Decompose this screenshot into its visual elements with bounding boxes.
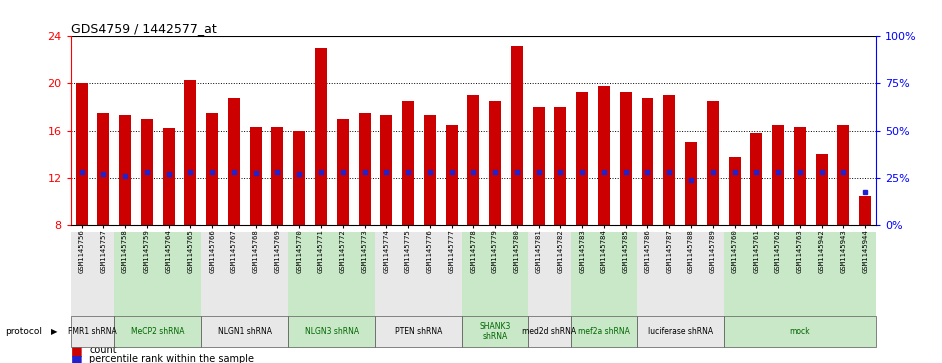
Text: ■: ■ — [71, 353, 82, 363]
Bar — [271, 127, 284, 225]
Bar — [446, 125, 458, 225]
Text: ▶: ▶ — [52, 327, 57, 336]
Text: GDS4759 / 1442577_at: GDS4759 / 1442577_at — [71, 22, 217, 35]
Bar — [728, 157, 740, 225]
Bar — [532, 107, 544, 225]
Bar — [315, 48, 327, 225]
Bar — [620, 92, 632, 225]
Text: NLGN3 shRNA: NLGN3 shRNA — [305, 327, 359, 336]
Text: mef2a shRNA: mef2a shRNA — [578, 327, 630, 336]
Text: FMR1 shRNA: FMR1 shRNA — [68, 327, 117, 336]
Text: PTEN shRNA: PTEN shRNA — [396, 327, 443, 336]
Bar — [772, 125, 784, 225]
Bar — [119, 115, 131, 225]
Text: med2d shRNA: med2d shRNA — [523, 327, 577, 336]
Bar — [381, 115, 392, 225]
Bar — [663, 95, 675, 225]
Bar — [489, 101, 501, 225]
Bar — [141, 119, 153, 225]
Bar — [511, 46, 523, 225]
Bar — [228, 98, 240, 225]
Bar — [467, 95, 479, 225]
Bar — [816, 154, 828, 225]
Bar — [794, 127, 805, 225]
Bar — [424, 115, 436, 225]
Bar — [685, 143, 697, 225]
Bar — [97, 113, 109, 225]
Bar — [577, 92, 588, 225]
Bar — [402, 101, 414, 225]
Text: protocol: protocol — [5, 327, 41, 336]
Bar — [250, 127, 262, 225]
Text: count: count — [89, 345, 117, 355]
Bar — [837, 125, 850, 225]
Bar — [163, 129, 174, 225]
Bar — [359, 113, 370, 225]
Text: NLGN1 shRNA: NLGN1 shRNA — [218, 327, 272, 336]
Bar — [293, 131, 305, 225]
Text: MeCP2 shRNA: MeCP2 shRNA — [131, 327, 185, 336]
Text: SHANK3
shRNA: SHANK3 shRNA — [479, 322, 511, 341]
Bar — [751, 133, 762, 225]
Text: luciferase shRNA: luciferase shRNA — [647, 327, 713, 336]
Bar — [555, 107, 566, 225]
Bar — [336, 119, 349, 225]
Bar — [185, 80, 196, 225]
Text: ■: ■ — [71, 344, 82, 357]
Bar — [206, 113, 219, 225]
Bar — [598, 86, 610, 225]
Bar — [642, 98, 654, 225]
Bar — [859, 196, 871, 225]
Bar — [706, 101, 719, 225]
Text: percentile rank within the sample: percentile rank within the sample — [89, 354, 254, 363]
Bar — [75, 83, 88, 225]
Text: mock: mock — [789, 327, 810, 336]
